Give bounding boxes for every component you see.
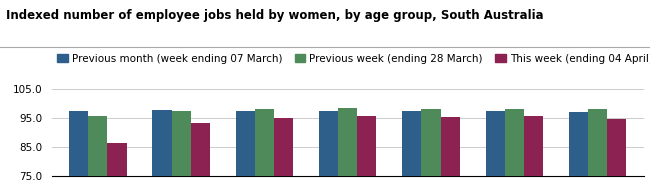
Legend: Previous month (week ending 07 March), Previous week (ending 28 March), This wee: Previous month (week ending 07 March), P… [57, 54, 650, 64]
Bar [190, 123, 210, 180]
Bar [69, 111, 88, 180]
Bar [588, 109, 607, 180]
Bar [402, 111, 421, 180]
Bar [274, 118, 293, 180]
Bar [441, 117, 460, 180]
Bar [255, 109, 274, 180]
Bar [524, 116, 543, 180]
Bar [607, 119, 627, 180]
Bar [569, 112, 588, 180]
Bar [107, 143, 127, 180]
Bar [236, 111, 255, 180]
Bar [319, 111, 338, 180]
Bar [88, 116, 107, 180]
Bar [505, 109, 524, 180]
Bar [172, 111, 190, 180]
Text: Indexed number of employee jobs held by women, by age group, South Australia: Indexed number of employee jobs held by … [6, 9, 544, 22]
Bar [421, 109, 441, 180]
Bar [358, 116, 376, 180]
Bar [486, 111, 505, 180]
Bar [338, 108, 358, 180]
Bar [152, 110, 172, 180]
